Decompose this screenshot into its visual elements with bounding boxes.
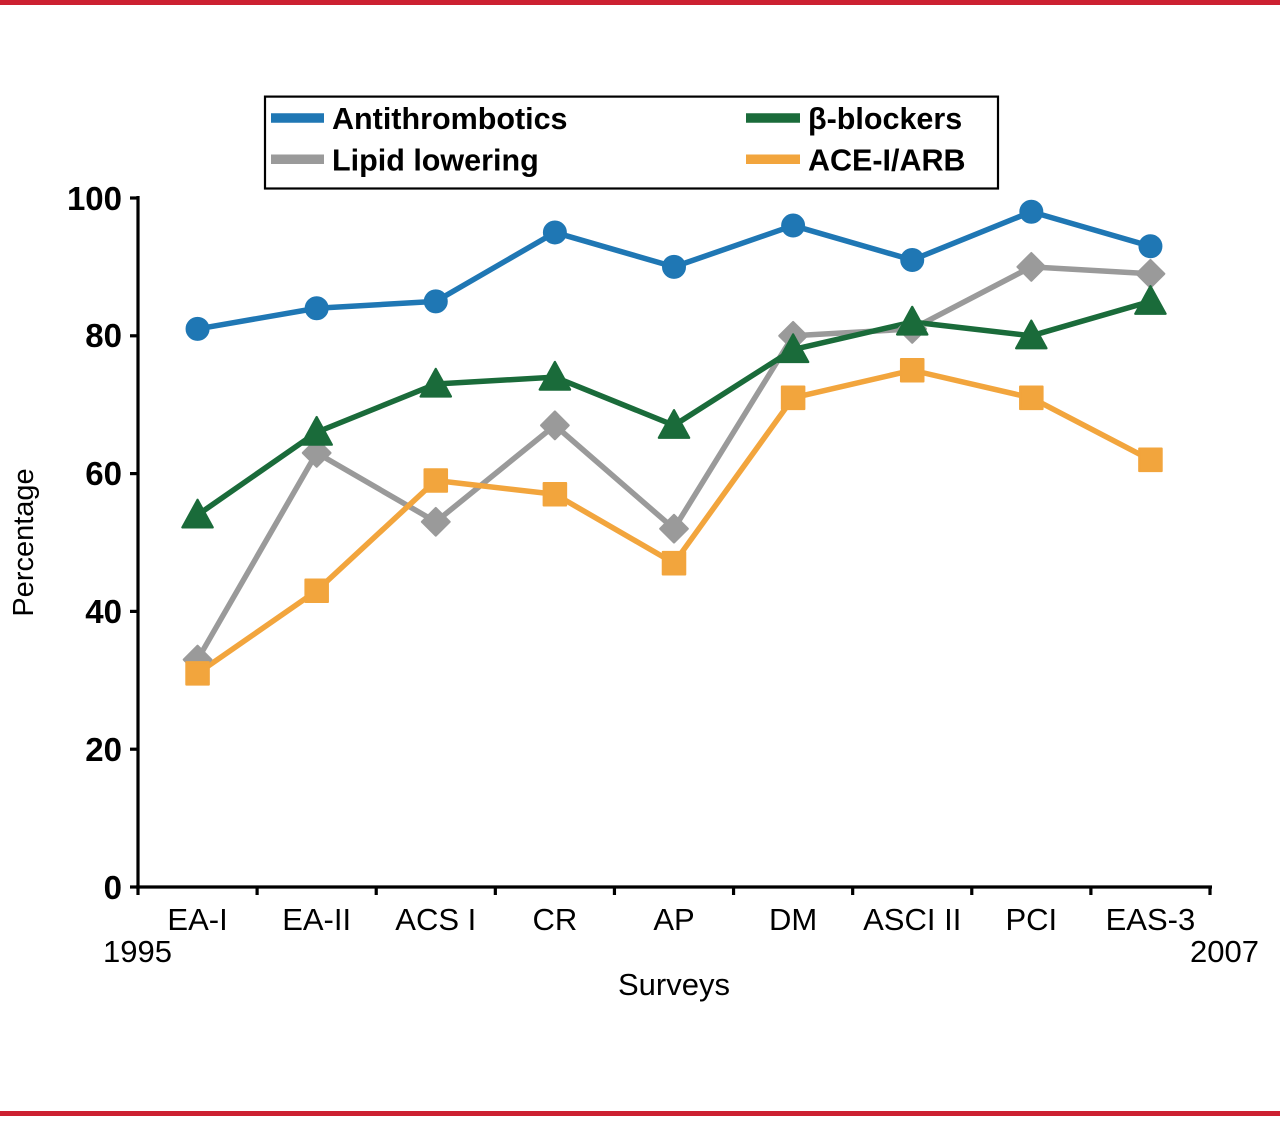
svg-text:ASCI II: ASCI II xyxy=(863,902,961,937)
svg-text:PCI: PCI xyxy=(1005,902,1057,937)
svg-text:20: 20 xyxy=(85,731,122,768)
svg-text:1995: 1995 xyxy=(103,934,172,969)
svg-text:ACE-I/ARB: ACE-I/ARB xyxy=(808,143,966,177)
svg-text:Percentage: Percentage xyxy=(8,468,40,616)
svg-text:EA-I: EA-I xyxy=(167,902,227,937)
svg-text:CR: CR xyxy=(532,902,577,937)
svg-text:2007: 2007 xyxy=(1190,934,1259,969)
svg-text:AP: AP xyxy=(653,902,694,937)
svg-text:Lipid lowering: Lipid lowering xyxy=(332,143,539,177)
svg-text:ACS I: ACS I xyxy=(395,902,476,937)
svg-text:DM: DM xyxy=(769,902,817,937)
svg-text:0: 0 xyxy=(104,869,122,906)
svg-text:80: 80 xyxy=(85,317,122,354)
svg-text:60: 60 xyxy=(85,455,122,492)
svg-text:Surveys: Surveys xyxy=(618,967,730,1002)
svg-text:40: 40 xyxy=(85,593,122,630)
svg-text:EAS-3: EAS-3 xyxy=(1106,902,1196,937)
svg-text:Antithrombotics: Antithrombotics xyxy=(332,102,568,136)
svg-text:EA-II: EA-II xyxy=(282,902,351,937)
svg-text:β-blockers: β-blockers xyxy=(808,102,962,136)
svg-text:100: 100 xyxy=(67,180,122,217)
